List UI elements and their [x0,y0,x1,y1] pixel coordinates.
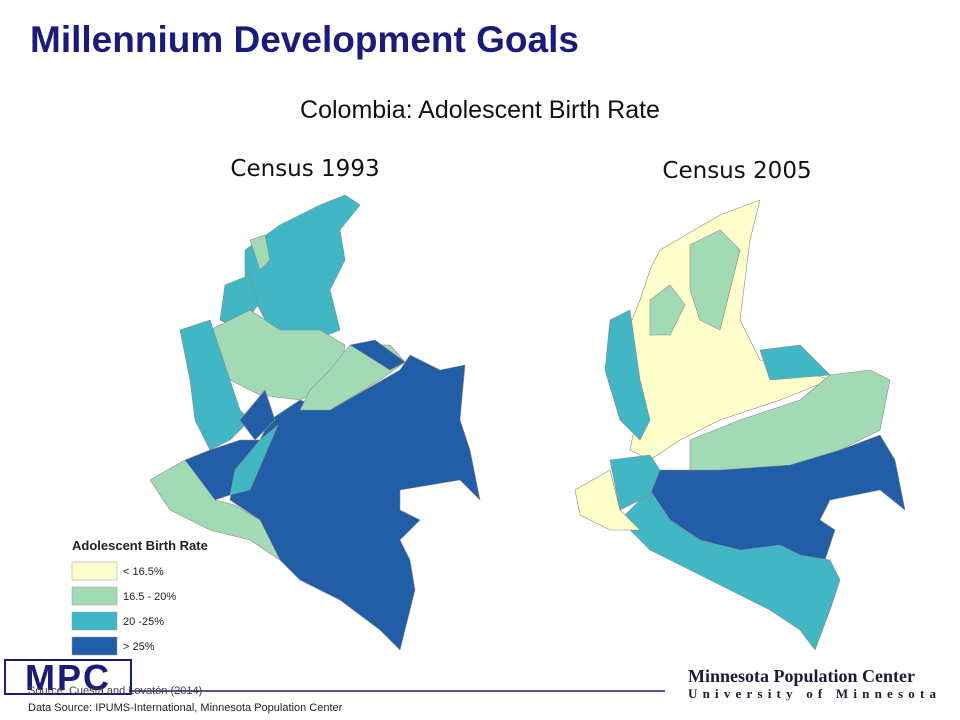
map-region [244,194,361,346]
map-region [249,234,271,271]
legend-swatch [71,636,118,656]
map-2005 [574,199,906,651]
logo-university: University of Minnesota [688,686,941,701]
data-source-note: Data Source: IPUMS-International, Minnes… [28,702,343,714]
subtitle: Colombia: Adolescent Birth Rate [300,96,660,124]
legend-label: < 16.5% [123,566,164,578]
map-region [689,229,741,331]
map-region [609,454,661,511]
map-region [149,459,281,561]
legend-swatch [71,561,118,581]
map-region [179,319,251,451]
logo-mpc-name: Minnesota Population Center [688,666,915,686]
legend-title: Adolescent Birth Rate [72,538,208,553]
map-1993 [149,194,481,651]
map-region [349,339,406,371]
map-region [619,489,841,651]
legend-label: 16.5 - 20% [123,591,176,603]
legend-swatch [71,586,118,606]
legend: Adolescent Birth Rate < 16.5% 16.5 - 20% 2… [71,538,208,656]
map-region [229,424,279,496]
map-region [239,389,276,441]
legend-swatch [71,611,118,631]
logo-mpc: MPC [25,657,111,698]
slide-title: Millennium Development Goals [30,19,579,60]
map-region [604,309,651,441]
map-title: Census 2005 [662,158,811,184]
map-region [759,344,831,381]
source-note: Source: Cuesta and Lovatón (2014) [28,685,202,697]
map-title: Census 1993 [230,156,379,182]
legend-label: > 25% [123,641,155,653]
map-region [649,284,686,336]
map-region [574,469,641,531]
logo-box [4,659,132,695]
legend-label: 20 -25% [123,616,164,628]
